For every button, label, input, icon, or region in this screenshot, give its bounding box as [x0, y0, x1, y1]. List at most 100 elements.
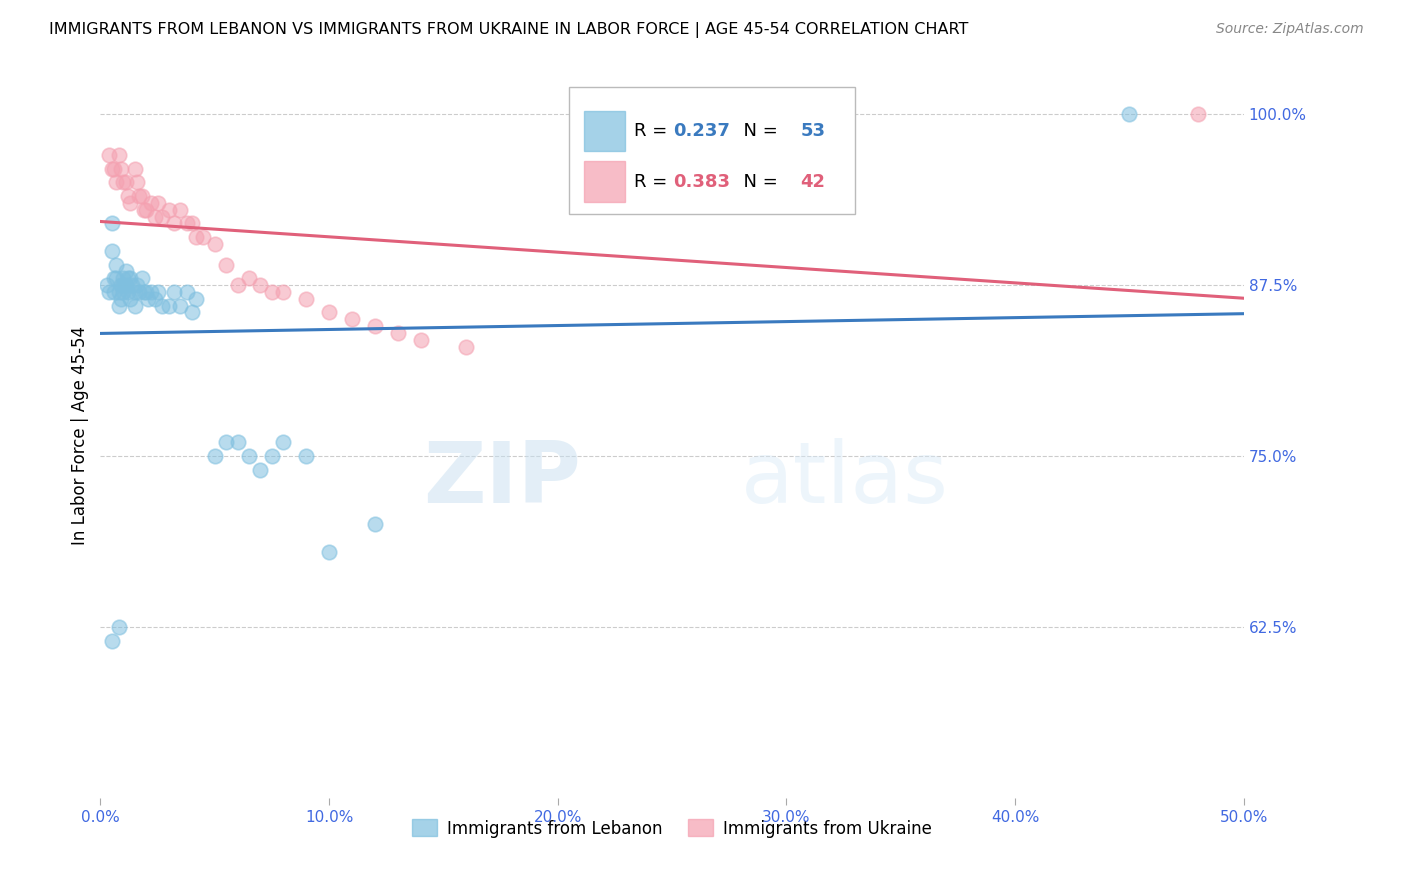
Point: [101, 633, 124, 648]
Point: [1187, 107, 1209, 121]
Point: [117, 189, 139, 203]
Point: [96, 278, 118, 293]
Point: [110, 161, 132, 176]
Point: [169, 299, 191, 313]
Point: [146, 196, 169, 211]
FancyBboxPatch shape: [583, 161, 626, 202]
Point: [125, 278, 148, 293]
Text: IMMIGRANTS FROM LEBANON VS IMMIGRANTS FROM UKRAINE IN LABOR FORCE | AGE 45-54 CO: IMMIGRANTS FROM LEBANON VS IMMIGRANTS FR…: [49, 22, 969, 38]
Point: [112, 176, 135, 190]
Point: [124, 299, 146, 313]
Point: [176, 217, 198, 231]
Point: [98, 148, 121, 162]
Point: [162, 285, 184, 299]
Point: [143, 292, 166, 306]
Point: [98, 285, 121, 299]
Point: [295, 292, 318, 306]
Point: [135, 285, 157, 299]
Point: [169, 202, 191, 217]
Point: [131, 189, 153, 203]
Text: Source: ZipAtlas.com: Source: ZipAtlas.com: [1216, 22, 1364, 37]
Point: [110, 278, 132, 293]
Point: [139, 285, 162, 299]
Point: [101, 161, 124, 176]
Point: [103, 161, 125, 176]
Point: [105, 258, 128, 272]
Point: [124, 285, 146, 299]
Point: [260, 449, 283, 463]
Point: [132, 202, 155, 217]
Y-axis label: In Labor Force | Age 45-54: In Labor Force | Age 45-54: [72, 326, 89, 545]
Point: [157, 202, 180, 217]
Point: [107, 299, 129, 313]
Point: [107, 620, 129, 634]
Point: [186, 230, 208, 244]
Point: [117, 285, 139, 299]
Point: [340, 312, 363, 326]
Text: 42: 42: [800, 173, 825, 191]
Point: [112, 278, 135, 293]
Text: 0.237: 0.237: [673, 122, 730, 140]
Point: [180, 217, 202, 231]
Point: [132, 285, 155, 299]
Point: [150, 210, 173, 224]
Point: [249, 278, 271, 293]
Point: [318, 545, 340, 559]
Point: [112, 271, 135, 285]
Text: R =: R =: [634, 173, 673, 191]
Text: N =: N =: [731, 173, 783, 191]
Point: [238, 449, 260, 463]
Point: [260, 285, 283, 299]
Point: [124, 161, 146, 176]
Point: [226, 435, 249, 450]
Point: [215, 258, 238, 272]
Point: [105, 176, 128, 190]
Point: [1118, 107, 1140, 121]
Point: [103, 271, 125, 285]
Text: R =: R =: [634, 122, 673, 140]
Point: [121, 278, 143, 293]
Point: [131, 271, 153, 285]
Point: [409, 333, 432, 347]
Point: [101, 217, 124, 231]
Point: [120, 271, 142, 285]
Point: [128, 189, 150, 203]
Point: [204, 449, 226, 463]
Point: [176, 285, 198, 299]
Point: [128, 285, 150, 299]
Point: [120, 196, 142, 211]
Point: [215, 435, 238, 450]
Point: [318, 305, 340, 319]
Point: [146, 285, 169, 299]
Point: [114, 264, 136, 278]
Text: N =: N =: [731, 122, 783, 140]
Point: [238, 271, 260, 285]
Point: [271, 285, 294, 299]
Point: [101, 244, 124, 258]
Point: [125, 176, 148, 190]
Point: [249, 463, 271, 477]
Point: [364, 319, 387, 334]
Point: [157, 299, 180, 313]
Text: 0.383: 0.383: [673, 173, 730, 191]
Point: [180, 305, 202, 319]
Point: [150, 299, 173, 313]
Legend: Immigrants from Lebanon, Immigrants from Ukraine: Immigrants from Lebanon, Immigrants from…: [406, 813, 938, 844]
Point: [107, 148, 129, 162]
Point: [204, 237, 226, 252]
Point: [193, 230, 215, 244]
Point: [112, 285, 135, 299]
Point: [135, 202, 157, 217]
Point: [120, 292, 142, 306]
Point: [103, 285, 125, 299]
FancyBboxPatch shape: [569, 87, 855, 214]
Point: [114, 278, 136, 293]
Point: [117, 271, 139, 285]
Point: [271, 435, 294, 450]
Text: 53: 53: [800, 122, 825, 140]
FancyBboxPatch shape: [583, 111, 626, 152]
Text: ZIP: ZIP: [423, 438, 581, 521]
Point: [186, 292, 208, 306]
Point: [364, 517, 387, 532]
Point: [107, 285, 129, 299]
